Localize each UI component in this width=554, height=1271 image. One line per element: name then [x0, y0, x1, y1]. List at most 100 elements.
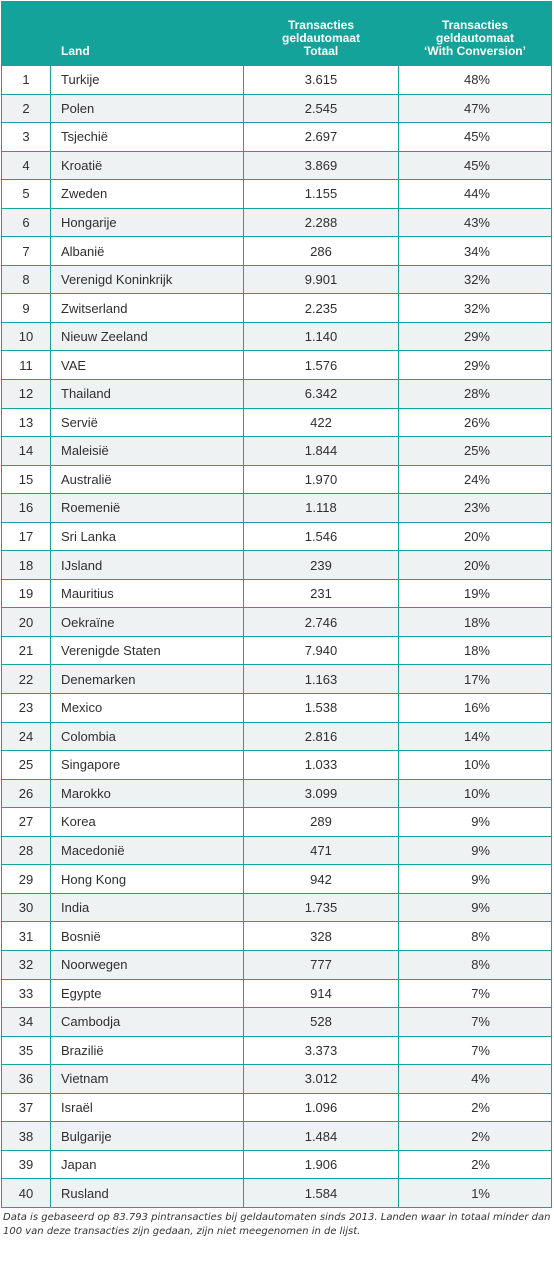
rank-cell: 34: [1, 1007, 51, 1037]
header-totaal-line-3: Totaal: [303, 44, 339, 58]
total-transactions-cell: 1.844: [243, 436, 399, 466]
total-transactions-cell: 7.940: [243, 635, 399, 666]
country-cell: Maleisië: [50, 436, 244, 466]
country-cell: Servië: [50, 407, 244, 438]
country-cell: Zwitserland: [50, 293, 244, 323]
rank-cell: 23: [1, 693, 51, 723]
rank-cell: 14: [1, 436, 51, 466]
conversion-percentage-cell: 45%: [398, 150, 552, 181]
total-transactions-cell: 3.615: [243, 65, 399, 95]
conversion-percentage-cell: 23%: [398, 493, 552, 523]
total-transactions-cell: 2.235: [243, 293, 399, 323]
total-transactions-cell: 1.484: [243, 1121, 399, 1151]
table-row: 27 Korea 289 9%: [1, 807, 552, 837]
table-row: 8 Verenigd Koninkrijk 9.901 32%: [1, 264, 552, 295]
country-cell: Vietnam: [50, 1064, 244, 1094]
conversion-percentage-cell: 18%: [398, 607, 552, 637]
atm-transactions-table: Land Transacties geldautomaat Totaal Tra…: [1, 1, 552, 1208]
country-cell: Mauritius: [50, 578, 244, 609]
country-cell: Hongarije: [50, 207, 244, 238]
country-cell: Hong Kong: [50, 864, 244, 894]
conversion-percentage-cell: 20%: [398, 521, 552, 552]
rank-cell: 30: [1, 892, 51, 923]
country-cell: Oekraïne: [50, 607, 244, 637]
table-row: 4 Kroatië 3.869 45%: [1, 150, 552, 181]
rank-cell: 32: [1, 949, 51, 980]
country-cell: India: [50, 892, 244, 923]
country-cell: Israël: [50, 1092, 244, 1123]
country-cell: Noorwegen: [50, 949, 244, 980]
conversion-percentage-cell: 1%: [398, 1178, 552, 1208]
conversion-percentage-cell: 4%: [398, 1064, 552, 1094]
header-land: Land: [50, 1, 244, 66]
rank-cell: 12: [1, 379, 51, 409]
table-row: 5 Zweden 1.155 44%: [1, 179, 552, 209]
table-row: 30 India 1.735 9%: [1, 892, 552, 923]
rank-cell: 8: [1, 264, 51, 295]
country-cell: Rusland: [50, 1178, 244, 1208]
table-row: 29 Hong Kong 942 9%: [1, 864, 552, 894]
header-with-conversion: Transacties geldautomaat ‘With Conversio…: [398, 1, 552, 66]
rank-cell: 31: [1, 921, 51, 951]
total-transactions-cell: 231: [243, 578, 399, 609]
rank-cell: 26: [1, 778, 51, 809]
country-cell: Sri Lanka: [50, 521, 244, 552]
rank-cell: 27: [1, 807, 51, 837]
country-cell: Verenigd Koninkrijk: [50, 264, 244, 295]
table-row: 10 Nieuw Zeeland 1.140 29%: [1, 321, 552, 352]
total-transactions-cell: 289: [243, 807, 399, 837]
table-row: 28 Macedonië 471 9%: [1, 835, 552, 866]
conversion-percentage-cell: 19%: [398, 578, 552, 609]
rank-cell: 13: [1, 407, 51, 438]
table-body: 1 Turkije 3.615 48% 2 Polen 2.545 47% 3 Tsjechië 2…: [1, 65, 552, 1208]
total-transactions-cell: 286: [243, 236, 399, 266]
total-transactions-cell: 9.901: [243, 264, 399, 295]
rank-cell: 17: [1, 521, 51, 552]
table-row: 38 Bulgarije 1.484 2%: [1, 1121, 552, 1151]
conversion-percentage-cell: 7%: [398, 1035, 552, 1066]
table-row: 26 Marokko 3.099 10%: [1, 778, 552, 809]
table-row: 20 Oekraïne 2.746 18%: [1, 607, 552, 637]
total-transactions-cell: 2.545: [243, 93, 399, 124]
rank-cell: 25: [1, 750, 51, 780]
rank-cell: 15: [1, 464, 51, 495]
rank-cell: 36: [1, 1064, 51, 1094]
conversion-percentage-cell: 29%: [398, 321, 552, 352]
table-row: 22 Denemarken 1.163 17%: [1, 664, 552, 695]
rank-cell: 24: [1, 721, 51, 752]
country-cell: Egypte: [50, 978, 244, 1009]
conversion-percentage-cell: 43%: [398, 207, 552, 238]
table-row: 39 Japan 1.906 2%: [1, 1149, 552, 1180]
total-transactions-cell: 3.373: [243, 1035, 399, 1066]
header-totaal-line-1: Transacties: [287, 18, 355, 32]
table-row: 14 Maleisië 1.844 25%: [1, 436, 552, 466]
total-transactions-cell: 422: [243, 407, 399, 438]
total-transactions-cell: 1.155: [243, 179, 399, 209]
total-transactions-cell: 1.118: [243, 493, 399, 523]
total-transactions-cell: 2.288: [243, 207, 399, 238]
country-cell: Singapore: [50, 750, 244, 780]
table-row: 24 Colombia 2.816 14%: [1, 721, 552, 752]
table-row: 21 Verenigde Staten 7.940 18%: [1, 635, 552, 666]
country-cell: Brazilië: [50, 1035, 244, 1066]
rank-cell: 10: [1, 321, 51, 352]
country-cell: Colombia: [50, 721, 244, 752]
total-transactions-cell: 2.697: [243, 122, 399, 152]
conversion-percentage-cell: 32%: [398, 293, 552, 323]
total-transactions-cell: 1.163: [243, 664, 399, 695]
total-transactions-cell: 239: [243, 550, 399, 580]
country-cell: Verenigde Staten: [50, 635, 244, 666]
table-row: 31 Bosnië 328 8%: [1, 921, 552, 951]
conversion-percentage-cell: 2%: [398, 1121, 552, 1151]
table-row: 6 Hongarije 2.288 43%: [1, 207, 552, 238]
rank-cell: 21: [1, 635, 51, 666]
country-cell: Denemarken: [50, 664, 244, 695]
rank-cell: 40: [1, 1178, 51, 1208]
total-transactions-cell: 1.546: [243, 521, 399, 552]
conversion-percentage-cell: 16%: [398, 693, 552, 723]
table-row: 13 Servië 422 26%: [1, 407, 552, 438]
rank-cell: 18: [1, 550, 51, 580]
total-transactions-cell: 1.970: [243, 464, 399, 495]
rank-cell: 2: [1, 93, 51, 124]
